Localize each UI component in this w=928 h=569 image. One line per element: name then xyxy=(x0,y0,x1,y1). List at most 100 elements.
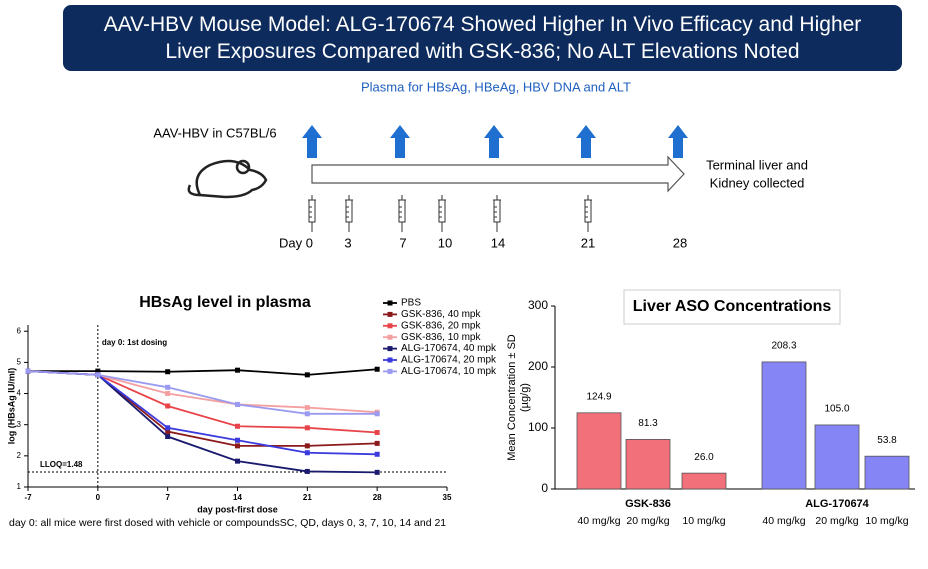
data-point xyxy=(304,411,310,417)
legend-marker xyxy=(387,311,393,317)
data-point xyxy=(165,391,171,397)
footnote: day 0: all mice were first dosed with ve… xyxy=(9,517,446,529)
value-label: 53.8 xyxy=(877,435,897,446)
data-point xyxy=(374,366,380,372)
value-label: 124.9 xyxy=(586,391,611,402)
x-tick-label: 40 mg/kg xyxy=(577,515,620,527)
y-tick-label: 200 xyxy=(528,359,548,373)
data-point xyxy=(165,403,171,409)
sampling-arrow xyxy=(390,125,410,158)
data-point xyxy=(165,369,171,375)
chart-title: HBsAg level in plasma xyxy=(139,294,311,311)
title-box xyxy=(623,289,841,325)
bar xyxy=(625,439,671,490)
sampling-arrow xyxy=(576,125,596,158)
bar xyxy=(864,455,910,490)
data-point xyxy=(95,368,101,374)
value-label: 208.3 xyxy=(771,341,796,352)
data-point xyxy=(304,450,310,456)
value-label: 26.0 xyxy=(694,452,714,463)
y-tick-label: 100 xyxy=(528,420,548,434)
data-point xyxy=(235,437,240,443)
legend-label: GSK-836, 20 mpk xyxy=(401,320,481,331)
y-axis-label: Mean Concentration ± SD xyxy=(506,334,518,461)
chart-title: Liver ASO Concentrations xyxy=(633,298,832,315)
data-point xyxy=(165,429,171,435)
data-point xyxy=(165,384,171,390)
data-point xyxy=(374,451,380,457)
model-label: AAV-HBV in C57BL/6 xyxy=(153,125,276,140)
y-tick-label: 1 xyxy=(17,482,22,491)
legend-label: GSK-836, 10 mpk xyxy=(401,332,481,343)
x-tick-label: 14 xyxy=(233,493,242,502)
x-tick-label: 20 mg/kg xyxy=(626,515,669,527)
day-label: 21 xyxy=(581,235,595,250)
x-tick-label: 10 mg/kg xyxy=(865,515,908,527)
y-tick-label: 4 xyxy=(17,389,22,398)
sampling-label: Plasma for HBsAg, HBeAg, HBV DNA and ALT xyxy=(361,79,631,94)
group-label: ALG-170674 xyxy=(805,498,869,510)
y-tick-label: 3 xyxy=(17,420,22,429)
data-point xyxy=(304,443,310,449)
x-tick-label: 40 mg/kg xyxy=(762,515,805,527)
bar xyxy=(761,361,807,490)
bar xyxy=(681,472,727,490)
data-point xyxy=(304,425,310,431)
legend-marker xyxy=(387,334,393,340)
y-axis-label: log (HBsAg IU/ml) xyxy=(6,368,16,445)
x-tick-label: 21 xyxy=(303,493,312,502)
mouse-icon xyxy=(187,159,268,199)
bar xyxy=(576,412,622,490)
y-tick-label: 6 xyxy=(17,326,22,335)
x-tick-label: 10 mg/kg xyxy=(682,515,725,527)
data-point xyxy=(304,372,310,378)
series-line xyxy=(27,370,378,434)
legend-label: ALG-170674, 10 mpk xyxy=(401,366,497,377)
data-point xyxy=(95,372,101,378)
series-line xyxy=(27,370,378,415)
y-tick-label: 300 xyxy=(528,298,548,312)
syringe xyxy=(438,195,446,232)
y-axis-label: (µg/g) xyxy=(519,383,531,412)
data-point xyxy=(25,368,31,374)
data-point xyxy=(165,434,171,440)
group-label: GSK-836 xyxy=(625,498,671,510)
legend-label: ALG-170674, 20 mpk xyxy=(401,355,497,366)
x-axis-label: day post-first dose xyxy=(197,504,278,514)
end-label: Terminal liver and xyxy=(706,157,808,172)
data-point xyxy=(304,405,310,411)
data-point xyxy=(374,469,380,475)
day-label: Day 0 xyxy=(279,235,313,250)
legend-marker xyxy=(387,323,393,329)
syringe xyxy=(493,195,501,232)
day-label: 7 xyxy=(399,235,406,250)
series-line xyxy=(27,370,378,414)
legend-label: GSK-836, 40 mpk xyxy=(401,309,481,320)
data-point xyxy=(304,468,310,474)
y-tick-label: 2 xyxy=(17,451,22,460)
value-label: 105.0 xyxy=(824,404,849,415)
x-tick-label: 20 mg/kg xyxy=(815,515,858,527)
x-tick-label: 0 xyxy=(96,493,101,502)
syringe xyxy=(398,195,406,232)
data-point xyxy=(165,425,171,431)
data-point xyxy=(235,423,240,429)
series-line xyxy=(27,370,378,474)
day-label: 3 xyxy=(344,235,351,250)
value-label: 81.3 xyxy=(638,418,658,429)
lloq-label: LLOQ=1.48 xyxy=(40,460,83,469)
legend-marker xyxy=(387,357,393,363)
legend-marker xyxy=(387,368,393,374)
day-label: 10 xyxy=(438,235,452,250)
data-point xyxy=(235,443,240,449)
data-point xyxy=(235,458,240,464)
end-label: Kidney collected xyxy=(710,175,805,190)
syringe xyxy=(584,195,592,232)
y-tick-label: 5 xyxy=(17,357,22,366)
title-banner: AAV-HBV Mouse Model: ALG-170674 Showed H… xyxy=(63,5,902,71)
series-line xyxy=(27,370,378,456)
syringe xyxy=(308,195,316,232)
data-point xyxy=(235,367,240,373)
y-tick-label: 0 xyxy=(541,481,548,495)
